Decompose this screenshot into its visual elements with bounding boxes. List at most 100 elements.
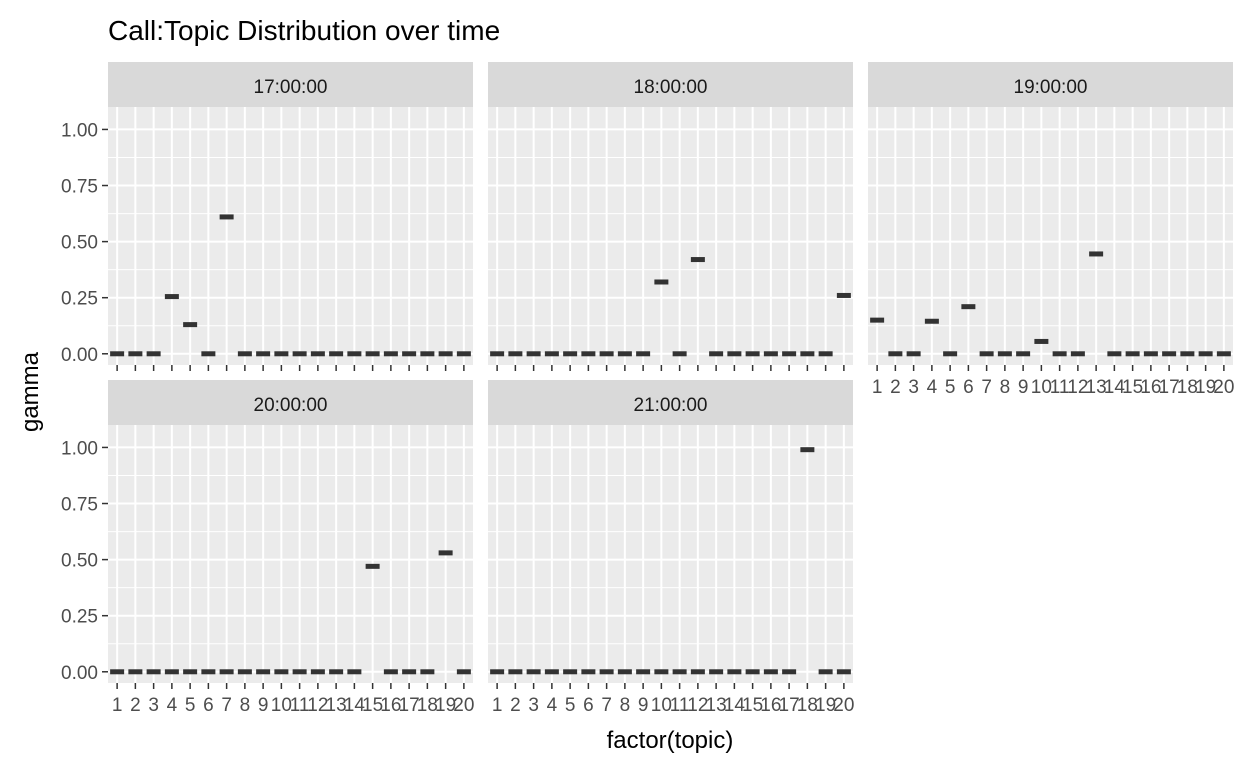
boxplot-mark [800,447,815,453]
boxplot-mark [526,669,541,675]
x-tick-label: 16 [1140,377,1161,398]
boxplot-mark [636,351,651,357]
x-tick-label: 14 [724,695,746,716]
boxplot-mark [456,351,471,357]
boxplot-mark [690,669,705,675]
x-tick-label: 14 [344,695,366,716]
boxplot-mark [201,351,216,357]
boxplot-mark [201,669,216,675]
x-tick-label: 17 [1159,377,1180,398]
boxplot-mark [146,351,161,357]
boxplot-mark [219,214,234,220]
boxplot-mark [654,279,669,285]
panel-background [488,107,853,365]
boxplot-mark [292,351,307,357]
boxplot-mark [456,669,471,675]
y-tick-label: 0.00 [61,345,98,366]
x-tick-label: 13 [326,695,347,716]
boxplot-mark [128,351,143,357]
boxplot-mark [1180,351,1195,357]
boxplot-mark [544,351,559,357]
boxplot-mark [943,351,958,357]
boxplot-mark [745,351,760,357]
boxplot-mark [997,351,1012,357]
boxplot-mark [329,669,344,675]
boxplot-mark [617,669,632,675]
facet-strip-label: 21:00:00 [634,395,708,416]
x-axis-label: factor(topic) [607,727,734,754]
x-tick-label: 12 [1067,377,1088,398]
x-tick-label: 7 [981,377,992,398]
x-tick-label: 8 [1000,377,1011,398]
boxplot-mark [599,669,614,675]
boxplot-mark [402,351,417,357]
x-tick-label: 3 [908,377,919,398]
boxplot-mark [1162,351,1177,357]
x-tick-label: 5 [185,695,196,716]
x-tick-label: 2 [510,695,521,716]
boxplot-mark [690,257,705,263]
boxplot-mark [274,669,289,675]
x-tick-label: 19 [1195,377,1216,398]
y-tick-label: 1.00 [61,120,98,141]
x-tick-label: 17 [399,695,420,716]
x-tick-label: 11 [670,695,690,716]
boxplot-mark [508,669,523,675]
x-tick-label: 19 [435,695,456,716]
boxplot-mark [836,669,851,675]
boxplot-mark [563,351,578,357]
boxplot-mark [1016,351,1031,357]
x-tick-label: 18 [417,695,438,716]
boxplot-mark [709,351,724,357]
boxplot-mark [183,322,198,328]
boxplot-mark [1070,351,1085,357]
facet-strip-label: 18:00:00 [634,77,708,98]
boxplot-mark [402,669,417,675]
boxplot-mark [438,550,453,556]
boxplot-mark [906,351,921,357]
boxplot-mark [727,351,742,357]
boxplot-mark [544,669,559,675]
boxplot-mark [709,669,724,675]
boxplot-mark [1107,351,1122,357]
boxplot-mark [347,351,362,357]
boxplot-mark [420,351,435,357]
boxplot-mark [256,669,271,675]
boxplot-mark [365,563,380,569]
boxplot-mark [782,669,797,675]
boxplot-mark [617,351,632,357]
boxplot-mark [383,669,398,675]
boxplot-mark [128,669,143,675]
x-tick-label: 19 [815,695,836,716]
boxplot-mark [219,669,234,675]
y-axis-label: gamma [17,351,44,432]
boxplot-mark [1143,351,1158,357]
facet-strip-label: 17:00:00 [254,77,328,98]
boxplot-mark [274,351,289,357]
boxplot-mark [1198,351,1213,357]
boxplot-mark [763,351,778,357]
facet-strip [868,62,1233,107]
boxplot-mark [888,351,903,357]
boxplot-mark [870,317,885,323]
x-tick-label: 6 [203,695,214,716]
x-tick-label: 20 [453,695,474,716]
boxplot-mark [1216,351,1231,357]
panel-background [868,107,1233,365]
y-tick-label: 0.25 [61,289,98,310]
x-tick-label: 12 [687,695,708,716]
x-tick-label: 15 [742,695,763,716]
x-tick-label: 15 [1122,377,1143,398]
y-tick-label: 0.75 [61,495,98,516]
boxplot-mark [365,351,380,357]
y-tick-label: 1.00 [61,438,98,459]
boxplot-mark [146,669,161,675]
boxplot-mark [310,351,325,357]
x-tick-label: 15 [362,695,383,716]
x-tick-label: 1 [492,695,503,716]
x-tick-label: 4 [167,695,178,716]
x-tick-label: 1 [112,695,123,716]
x-tick-label: 4 [927,377,938,398]
facet-strip-label: 20:00:00 [254,395,328,416]
